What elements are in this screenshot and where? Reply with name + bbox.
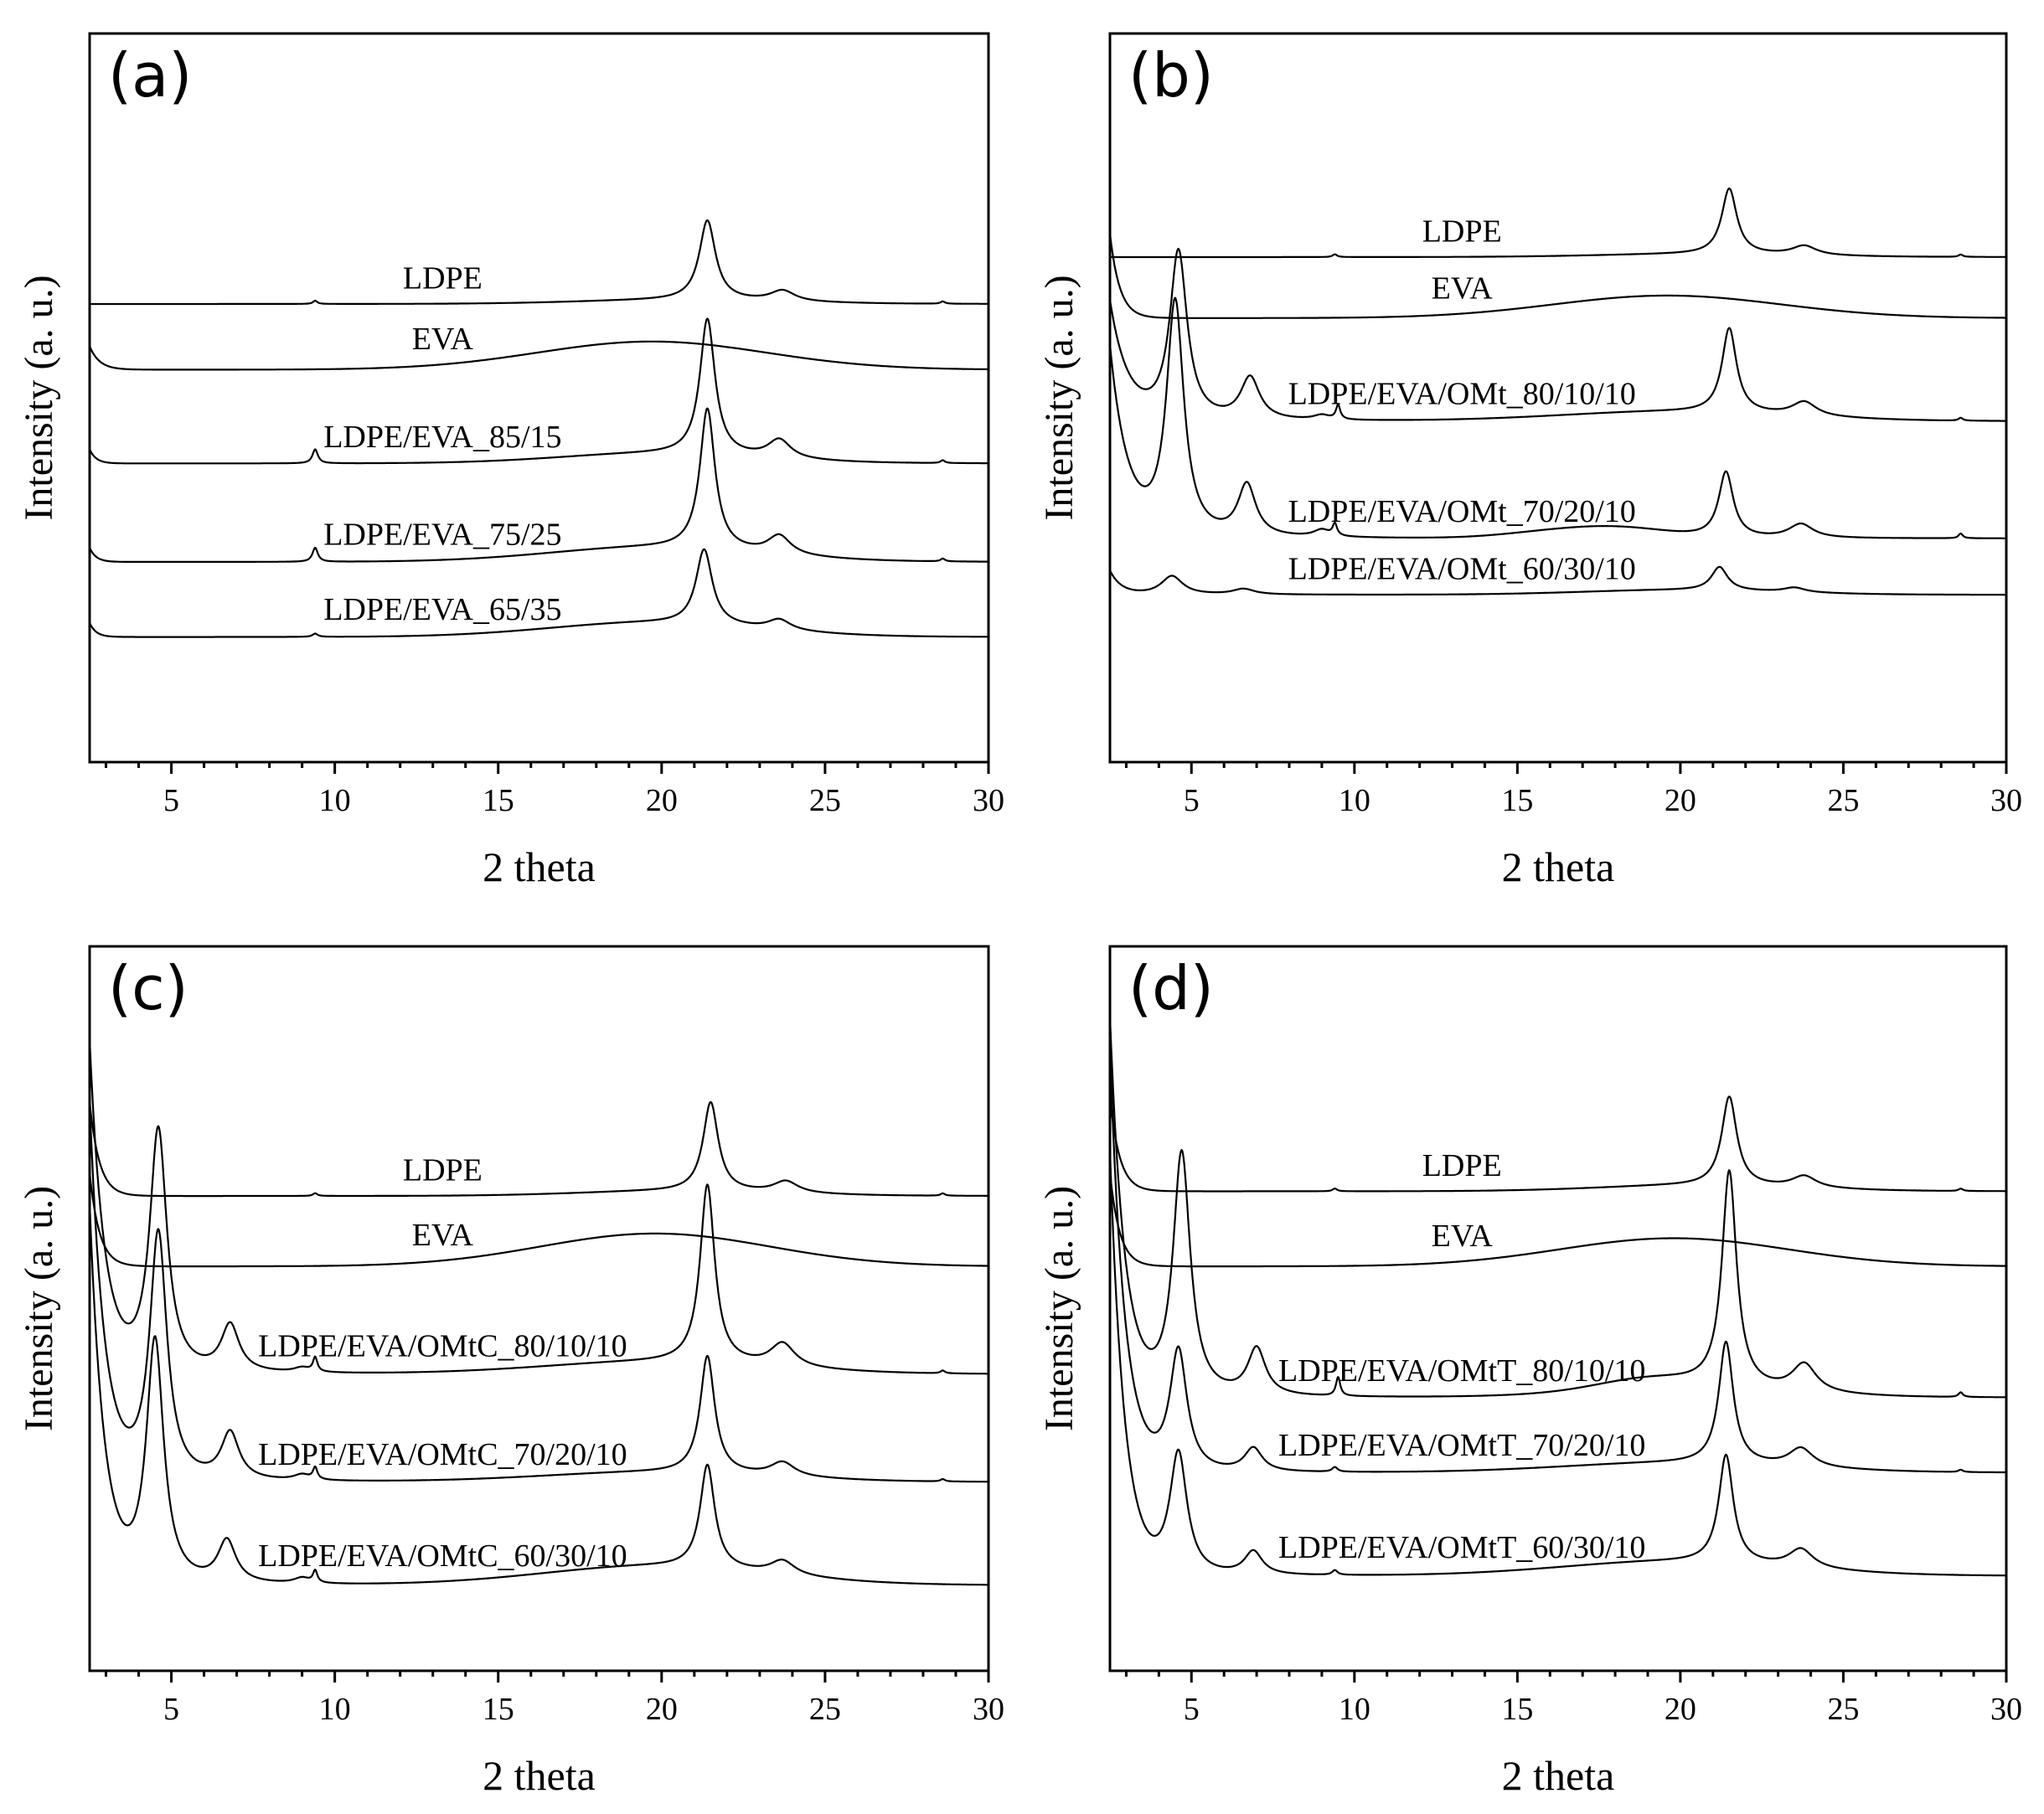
series-label: LDPE/EVA/OMtC_70/20/10 xyxy=(258,1437,627,1472)
x-tick-label: 10 xyxy=(1339,783,1370,818)
panel-letter: (c) xyxy=(108,953,188,1023)
x-tick-label: 5 xyxy=(1184,783,1200,818)
trace-LDPE/EVA/OMtC_70/20/10 xyxy=(90,1100,988,1483)
trace-LDPE/EVA/OMt_60/30/10 xyxy=(1110,565,2006,596)
x-tick-label: 30 xyxy=(973,783,1004,818)
series-label: EVA xyxy=(412,322,474,357)
trace-EVA xyxy=(1110,233,2006,319)
trace-LDPE/EVA_65/35 xyxy=(90,548,988,638)
trace-LDPE xyxy=(90,219,988,306)
series-label: EVA xyxy=(412,1218,474,1253)
panel-d: LDPE EVA LDPE/EVA/OMtT_80/10/10 LDPE/EVA/OM… xyxy=(1037,945,2022,1799)
x-axis-title: 2 theta xyxy=(483,843,596,890)
series-label: LDPE/EVA/OMtC_60/30/10 xyxy=(258,1538,627,1574)
x-tick-label: 5 xyxy=(163,783,179,818)
plot-frame xyxy=(1108,945,2008,1672)
x-tick-label: 5 xyxy=(163,1692,179,1727)
series-label: LDPE xyxy=(1422,1148,1502,1183)
plot-frame xyxy=(1108,32,2008,764)
trace-LDPE/EVA/OMtC_80/10/10 xyxy=(90,1039,988,1375)
trace-LDPE/EVA/OMtT_70/20/10 xyxy=(1110,1047,2006,1474)
series-label: LDPE/EVA/OMt_70/20/10 xyxy=(1288,494,1636,529)
x-tick-label: 10 xyxy=(319,1692,351,1727)
panel-c: LDPE EVA LDPE/EVA/OMtC_80/10/10 LDPE/EVA/OM… xyxy=(17,945,1004,1799)
x-tick-label: 25 xyxy=(809,783,841,818)
series-label: LDPE/EVA/OMtT_80/10/10 xyxy=(1278,1353,1645,1389)
trace-LDPE/EVA_85/15 xyxy=(90,317,988,465)
trace-LDPE xyxy=(1110,1095,2006,1193)
x-tick-label: 10 xyxy=(1339,1692,1370,1727)
plot-area xyxy=(1110,187,2006,596)
series-label: LDPE/EVA_85/15 xyxy=(323,420,561,455)
series-label: LDPE/EVA/OMt_80/10/10 xyxy=(1288,376,1636,411)
x-tick-label: 5 xyxy=(1184,1692,1200,1727)
x-axis-title: 2 theta xyxy=(1502,1752,1615,1799)
series-label: LDPE/EVA_65/35 xyxy=(323,592,561,627)
trace-LDPE xyxy=(1110,187,2006,259)
x-tick-label: 30 xyxy=(973,1692,1004,1727)
x-tick-label: 25 xyxy=(1827,1692,1859,1727)
x-tick-label: 15 xyxy=(1501,783,1533,818)
panel-letter: (a) xyxy=(108,40,192,111)
x-tick-label: 30 xyxy=(1990,1692,2022,1727)
trace-LDPE/EVA/OMtC_60/30/10 xyxy=(90,1203,988,1586)
x-tick-label: 25 xyxy=(1827,783,1859,818)
series-label: EVA xyxy=(1432,1219,1494,1254)
plot-area xyxy=(1110,1017,2006,1577)
trace-EVA xyxy=(90,1172,988,1268)
trace-LDPE/EVA_75/25 xyxy=(90,407,988,563)
x-axis-title: 2 theta xyxy=(483,1752,596,1799)
y-axis-title: Intensity (a. u.) xyxy=(17,275,61,520)
plot-area xyxy=(90,1039,988,1586)
x-tick-label: 15 xyxy=(483,1692,514,1727)
x-tick-label: 15 xyxy=(483,783,514,818)
y-axis-title: Intensity (a. u.) xyxy=(1037,1186,1081,1431)
trace-LDPE/EVA/OMt_70/20/10 xyxy=(1110,296,2006,539)
x-tick-label: 20 xyxy=(646,1692,678,1727)
series-label: LDPE/EVA/OMtT_70/20/10 xyxy=(1278,1428,1645,1463)
panel-a: LDPE EVA LDPE/EVA_85/15 LDPE/EVA_75/25 LDPE/… xyxy=(17,32,1004,890)
series-label: LDPE/EVA/OMtT_60/30/10 xyxy=(1278,1530,1645,1565)
x-tick-label: 20 xyxy=(1665,1692,1696,1727)
series-label: LDPE/EVA/OMt_60/30/10 xyxy=(1288,552,1636,587)
x-tick-label: 20 xyxy=(1665,783,1696,818)
x-tick-label: 20 xyxy=(646,783,678,818)
x-tick-label: 25 xyxy=(809,1692,841,1727)
series-label: LDPE/EVA/OMtC_80/10/10 xyxy=(258,1329,627,1364)
x-tick-label: 10 xyxy=(319,783,351,818)
x-tick-label: 30 xyxy=(1990,783,2022,818)
plot-area xyxy=(90,219,988,638)
series-label: LDPE xyxy=(1422,214,1502,250)
panel-letter: (d) xyxy=(1128,953,1214,1023)
series-label: LDPE xyxy=(403,1153,483,1188)
series-label: EVA xyxy=(1432,271,1494,306)
panel-b: LDPE EVA LDPE/EVA/OMt_80/10/10 LDPE/EVA/OMt… xyxy=(1037,32,2022,890)
trace-EVA xyxy=(90,340,988,371)
trace-LDPE/EVA/OMt_80/10/10 xyxy=(1110,247,2006,422)
trace-LDPE/EVA/OMtT_60/30/10 xyxy=(1110,1151,2006,1577)
x-axis-title: 2 theta xyxy=(1502,843,1615,890)
trace-LDPE xyxy=(90,1100,988,1198)
plot-frame xyxy=(88,32,990,764)
plot-frame xyxy=(88,945,990,1672)
panel-letter: (b) xyxy=(1128,40,1214,111)
y-axis-title: Intensity (a. u.) xyxy=(1037,275,1081,520)
trace-EVA xyxy=(1110,1172,2006,1268)
trace-LDPE/EVA/OMtT_80/10/10 xyxy=(1110,1017,2006,1399)
series-label: LDPE/EVA_75/25 xyxy=(323,517,561,552)
x-tick-label: 15 xyxy=(1501,1692,1533,1727)
y-axis-title: Intensity (a. u.) xyxy=(17,1186,61,1431)
series-label: LDPE xyxy=(403,261,483,296)
